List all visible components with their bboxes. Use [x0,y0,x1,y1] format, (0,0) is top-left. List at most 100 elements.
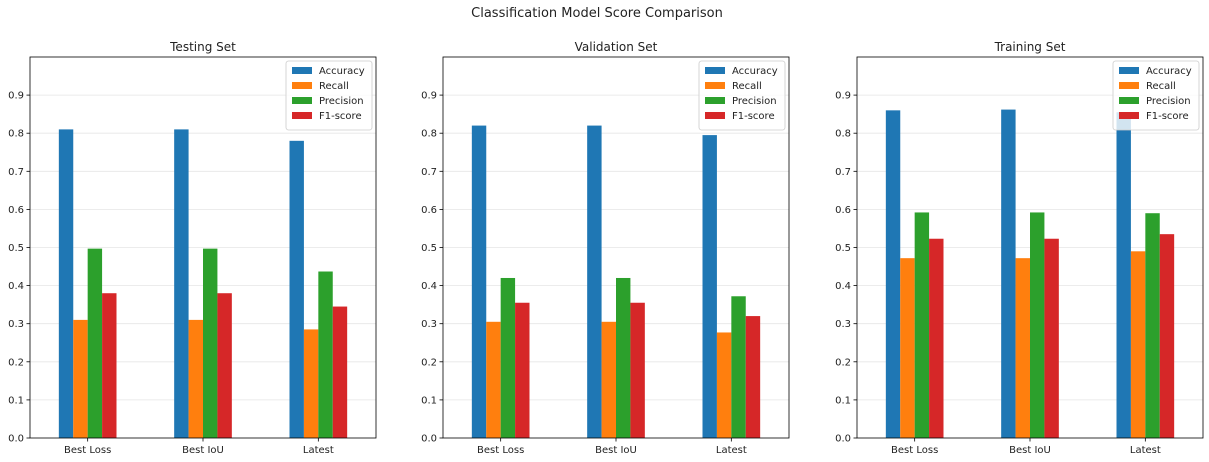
legend-swatch-accuracy [705,67,725,74]
legend-swatch-f1-score [1119,112,1139,119]
x-tick-label: Best IoU [182,445,224,456]
x-tick-label: Best IoU [1009,445,1051,456]
bar-recall-best-iou[interactable]: Recall — Best IoU: 0.472 [1015,258,1030,438]
legend-swatch-recall [705,82,725,89]
axes-frame [856,56,1204,439]
bar-accuracy-best-loss[interactable]: Accuracy — Best Loss: 0.81 [58,129,74,438]
bar-accuracy-best-iou[interactable]: Accuracy — Best IoU: 0.82 [587,125,602,438]
y-tick-label: 0.6 [421,205,437,216]
bar-accuracy-latest[interactable]: Accuracy — Latest: 0.855 [1116,112,1131,439]
bar-precision-best-loss[interactable]: Precision — Best Loss: 0.592 [914,212,930,438]
bar-precision-best-iou[interactable]: Precision — Best IoU: 0.592 [1030,212,1045,438]
y-tick-label: 0.8 [421,129,437,140]
chart-title: Validation Set [575,40,658,54]
y-tick-label: 0.3 [421,319,437,330]
legend-swatch-precision [705,97,725,104]
bar-recall-latest[interactable]: Recall — Latest: 0.49 [1130,251,1146,438]
chart-title: Training Set [994,40,1066,54]
x-tick-label: Best IoU [595,445,637,456]
bar-precision-latest[interactable]: Precision — Latest: 0.437 [318,271,333,438]
bar-recall-best-iou[interactable]: Recall — Best IoU: 0.305 [601,321,616,438]
chart-title: Testing Set [169,40,236,54]
legend-label: F1-score [732,111,775,122]
bar-f1-score-best-loss[interactable]: F1-score — Best Loss: 0.355 [515,302,530,438]
bar-accuracy-latest[interactable]: Accuracy — Latest: 0.795 [702,135,717,439]
bar-accuracy-latest[interactable]: Accuracy — Latest: 0.78 [289,140,304,438]
legend-label: Recall [319,81,349,92]
y-tick-label: 0.1 [8,395,24,406]
bar-f1-score-best-iou[interactable]: F1-score — Best IoU: 0.38 [217,293,232,438]
bar-recall-best-loss[interactable]: Recall — Best Loss: 0.31 [73,319,88,438]
bar-precision-best-iou[interactable]: Precision — Best IoU: 0.42 [616,277,631,438]
legend-label: Precision [319,96,364,107]
bar-recall-best-iou[interactable]: Recall — Best IoU: 0.31 [188,319,203,438]
legend-swatch-accuracy [1119,67,1139,74]
figure-suptitle: Classification Model Score Comparison [471,6,723,21]
bar-precision-best-loss[interactable]: Precision — Best Loss: 0.497 [87,248,103,438]
y-tick-label: 0.8 [8,129,24,140]
x-tick-label: Latest [716,445,747,456]
legend-label: Accuracy [319,66,365,77]
bar-recall-best-loss[interactable]: Recall — Best Loss: 0.472 [900,258,915,438]
bar-f1-score-best-iou[interactable]: F1-score — Best IoU: 0.523 [1044,238,1059,438]
legend-label: Accuracy [1146,66,1192,77]
bar-recall-latest[interactable]: Recall — Latest: 0.285 [303,329,319,438]
chart-validation: 0.0 0.1 0.2 0.3 0.4 0.5 0.6 0.7 0.8 0.9 Accuracy —… [421,40,790,456]
y-tick-label: 0.4 [835,281,851,292]
bar-precision-latest[interactable]: Precision — Latest: 0.59 [1145,213,1160,438]
bar-f1-score-latest[interactable]: F1-score — Latest: 0.32 [745,316,761,438]
bar-precision-latest[interactable]: Precision — Latest: 0.372 [731,296,746,438]
legend-swatch-precision [292,97,312,104]
bar-accuracy-best-loss[interactable]: Accuracy — Best Loss: 0.86 [885,110,901,438]
y-tick-label: 0.8 [835,129,851,140]
legend-swatch-f1-score [705,112,725,119]
y-tick-label: 0.9 [835,91,851,102]
y-tick-label: 0.9 [421,91,437,102]
y-tick-label: 0.0 [421,434,437,445]
y-tick-label: 0.1 [421,395,437,406]
bar-precision-best-loss[interactable]: Precision — Best Loss: 0.42 [500,277,516,438]
legend-label: Recall [1146,81,1176,92]
y-tick-label: 0.1 [835,395,851,406]
legend: Accuracy Recall Precision F1-score [698,60,786,131]
y-tick-label: 0.9 [8,91,24,102]
bar-f1-score-best-loss[interactable]: F1-score — Best Loss: 0.38 [102,293,117,438]
bar-f1-score-best-loss[interactable]: F1-score — Best Loss: 0.523 [929,238,944,438]
y-tick-label: 0.3 [835,319,851,330]
y-tick-label: 0.0 [8,434,24,445]
y-tick-label: 0.7 [835,167,851,178]
x-tick-label: Best Loss [477,445,524,456]
y-tick-label: 0.6 [8,205,24,216]
y-tick-label: 0.4 [421,281,437,292]
legend-label: F1-score [1146,111,1189,122]
y-tick-label: 0.6 [835,205,851,216]
y-tick-label: 0.2 [8,357,24,368]
bar-recall-best-loss[interactable]: Recall — Best Loss: 0.305 [486,321,501,438]
legend-swatch-recall [292,82,312,89]
x-tick-label: Best Loss [64,445,111,456]
bar-f1-score-best-iou[interactable]: F1-score — Best IoU: 0.355 [630,302,645,438]
y-tick-label: 0.4 [8,281,24,292]
y-tick-label: 0.5 [835,243,851,254]
legend-label: Accuracy [732,66,778,77]
bar-precision-best-iou[interactable]: Precision — Best IoU: 0.497 [203,248,218,438]
y-tick-label: 0.0 [835,434,851,445]
chart-testing: 0.0 0.1 0.2 0.3 0.4 0.5 0.6 0.7 0.8 0.9 Accuracy —… [8,40,377,456]
x-tick-label: Latest [1130,445,1161,456]
bar-accuracy-best-iou[interactable]: Accuracy — Best IoU: 0.81 [174,129,189,438]
legend-label: Recall [732,81,762,92]
y-tick-label: 0.3 [8,319,24,330]
bar-f1-score-latest[interactable]: F1-score — Latest: 0.345 [332,306,348,438]
legend-swatch-f1-score [292,112,312,119]
bar-recall-latest[interactable]: Recall — Latest: 0.277 [716,332,732,438]
bar-f1-score-latest[interactable]: F1-score — Latest: 0.535 [1159,234,1175,438]
legend-swatch-accuracy [292,67,312,74]
bar-accuracy-best-loss[interactable]: Accuracy — Best Loss: 0.82 [471,125,487,438]
bar-accuracy-best-iou[interactable]: Accuracy — Best IoU: 0.862 [1001,109,1016,438]
legend-label: Precision [732,96,777,107]
y-tick-label: 0.2 [421,357,437,368]
legend-swatch-recall [1119,82,1139,89]
legend-label: Precision [1146,96,1191,107]
legend-swatch-precision [1119,97,1139,104]
